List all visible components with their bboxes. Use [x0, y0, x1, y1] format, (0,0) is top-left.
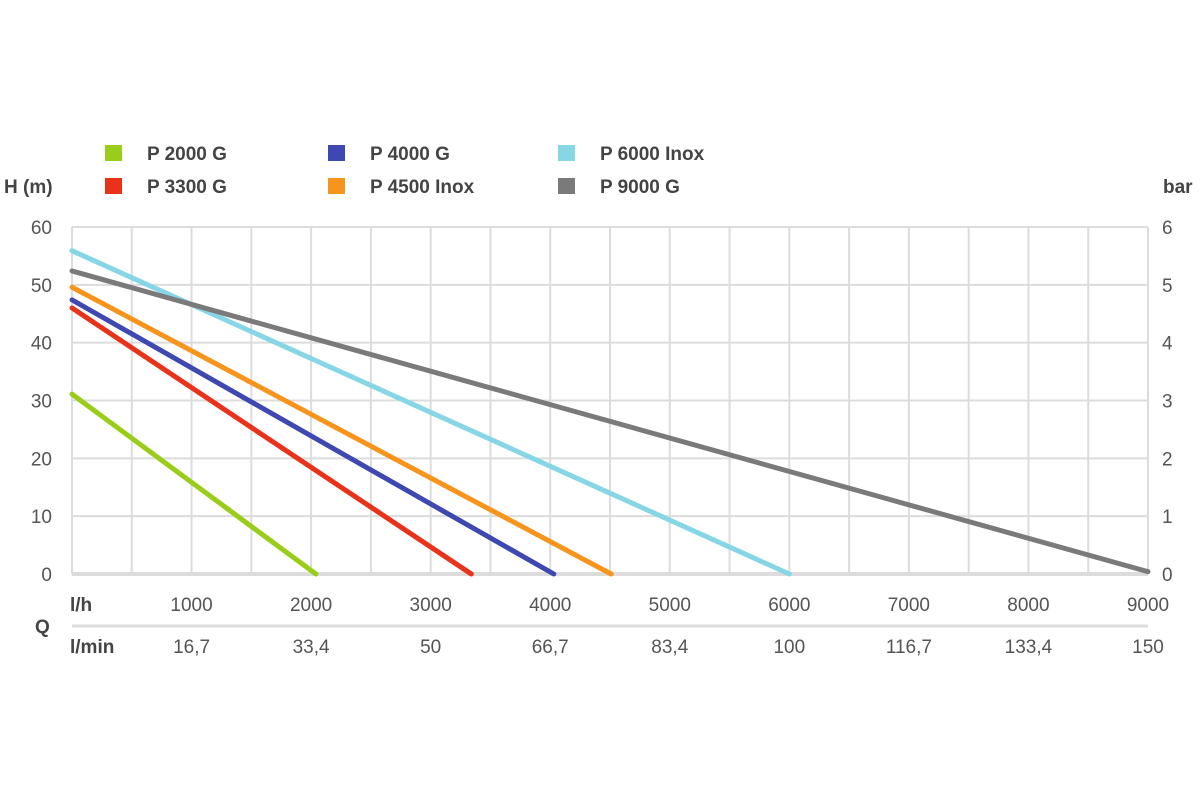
x-secondary-tick-label: 83,4: [651, 637, 688, 658]
x-secondary-tick-label: 150: [1132, 637, 1164, 658]
legend-label: P 4000 G: [370, 144, 450, 165]
legend-swatch: [105, 178, 122, 194]
x-secondary-tick-label: 16,7: [173, 637, 210, 658]
y-right-tick-label: 5: [1162, 276, 1173, 297]
series-line-p-4500-inox: [69, 284, 614, 577]
y-right-axis-label: bar: [1163, 177, 1193, 198]
x-secondary-tick-label: 116,7: [886, 637, 932, 658]
series-line-p-2000-g: [69, 391, 319, 577]
x-tick-label: 7000: [888, 595, 930, 616]
x-unit-primary: l/h: [70, 595, 92, 616]
legend-label: P 2000 G: [147, 144, 227, 165]
legend-label: P 6000 Inox: [600, 144, 705, 165]
x-secondary-tick-label: 33,4: [293, 637, 330, 658]
x-tick-label: 2000: [290, 595, 332, 616]
x-unit-secondary: l/min: [70, 637, 114, 658]
x-secondary-tick-label: 66,7: [532, 637, 569, 658]
legend-swatch: [105, 145, 122, 161]
tick-labels: 0 0 10 1 20 2 30 3 40 4 50 5 60 6 1000 16,7 2000 33,4 3000…: [31, 218, 1173, 658]
y-right-tick-label: 2: [1162, 449, 1173, 470]
y-right-tick-label: 4: [1162, 334, 1173, 355]
x-tick-label: 5000: [649, 595, 691, 616]
x-tick-label: 1000: [170, 595, 212, 616]
y-tick-label: 10: [31, 507, 52, 528]
x-axis-label: Q: [35, 617, 50, 638]
legend-swatch: [558, 178, 575, 194]
x-tick-label: 4000: [529, 595, 571, 616]
legend-swatch: [558, 145, 575, 161]
y-tick-label: 40: [31, 334, 52, 355]
x-secondary-tick-label: 133,4: [1005, 637, 1053, 658]
x-secondary-tick-label: 100: [773, 637, 805, 658]
series-line-p-4000-g: [69, 297, 557, 577]
series-line-p-3300-g: [69, 305, 474, 577]
x-secondary-tick-label: 50: [420, 637, 441, 658]
y-tick-label: 50: [31, 276, 52, 297]
legend: P 2000 G P 3300 G P 4000 G P 4500 Inox P 600…: [105, 144, 705, 198]
x-tick-label: 8000: [1007, 595, 1049, 616]
y-tick-label: 0: [41, 565, 52, 586]
legend-swatch: [328, 178, 345, 194]
legend-label: P 3300 G: [147, 177, 227, 198]
y-right-tick-label: 3: [1162, 392, 1173, 413]
legend-label: P 9000 G: [600, 177, 680, 198]
legend-label: P 4500 Inox: [370, 177, 475, 198]
series-line-p-9000-g: [69, 268, 1151, 575]
x-tick-label: 9000: [1127, 595, 1169, 616]
y-tick-label: 60: [31, 218, 52, 239]
x-tick-label: 3000: [410, 595, 452, 616]
legend-swatch: [328, 145, 345, 161]
grid: [71, 226, 1149, 628]
y-tick-label: 30: [31, 392, 52, 413]
y-right-tick-label: 1: [1162, 507, 1173, 528]
y-right-tick-label: 0: [1162, 565, 1173, 586]
y-tick-label: 20: [31, 449, 52, 470]
series-lines: [69, 248, 1151, 577]
y-right-tick-label: 6: [1162, 218, 1173, 239]
y-axis-label: H (m): [4, 177, 53, 198]
x-tick-label: 6000: [768, 595, 810, 616]
